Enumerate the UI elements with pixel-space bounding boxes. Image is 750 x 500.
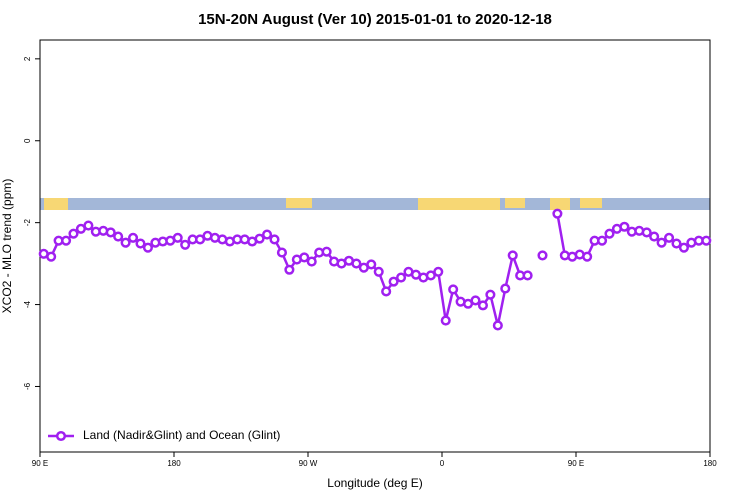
land-patch	[580, 198, 602, 208]
data-point	[83, 220, 94, 231]
x-tick-label: 0	[440, 459, 445, 468]
land-patch	[505, 198, 525, 208]
data-point	[306, 256, 317, 267]
ocean-band	[40, 198, 710, 210]
y-tick-label: -4	[23, 300, 32, 308]
data-point	[641, 227, 652, 238]
data-point	[671, 238, 682, 249]
data-point	[254, 233, 265, 244]
x-tick-label: 180	[167, 459, 181, 468]
land-patch	[286, 198, 312, 208]
plot-frame	[39, 39, 711, 453]
x-axis-label: Longitude (deg E)	[327, 476, 422, 490]
data-point	[537, 250, 548, 261]
y-tick-label: -6	[23, 382, 32, 390]
data-point	[105, 227, 116, 238]
data-point	[299, 252, 310, 263]
data-point	[373, 266, 384, 277]
x-tick-label: 180	[703, 459, 717, 468]
y-tick-label: 2	[23, 56, 32, 61]
data-point	[604, 228, 615, 239]
x-tick-label: 90 E	[32, 459, 48, 468]
data-point	[351, 258, 362, 269]
data-point	[366, 259, 377, 270]
data-point	[470, 295, 481, 306]
data-point	[135, 238, 146, 249]
data-point	[582, 251, 593, 262]
data-point	[552, 208, 563, 219]
data-point	[425, 270, 436, 281]
data-point	[262, 229, 273, 240]
data-point	[68, 228, 79, 239]
data-point	[485, 289, 496, 300]
data-point	[477, 300, 488, 311]
land-patch	[550, 198, 570, 210]
data-point	[701, 235, 712, 246]
land-ocean-band	[40, 198, 710, 210]
data-point	[522, 270, 533, 281]
data-point	[433, 266, 444, 277]
y-tick-label: -2	[23, 219, 32, 227]
data-point	[507, 250, 518, 261]
data-point	[195, 234, 206, 245]
data-point	[492, 320, 503, 331]
data-point	[388, 276, 399, 287]
data-point	[142, 242, 153, 253]
data-point	[649, 231, 660, 242]
data-point	[678, 242, 689, 253]
data-point	[381, 286, 392, 297]
data-point	[276, 247, 287, 258]
data-point	[120, 237, 131, 248]
data-point	[180, 239, 191, 250]
data-point	[396, 272, 407, 283]
data-point	[664, 232, 675, 243]
y-tick-label: 0	[23, 138, 32, 143]
chart-title: 15N-20N August (Ver 10) 2015-01-01 to 20…	[198, 11, 552, 28]
x-tick-label: 90 W	[299, 459, 318, 468]
data-point	[321, 246, 332, 257]
data-point	[440, 315, 451, 326]
data-point	[269, 234, 280, 245]
data-point	[619, 221, 630, 232]
data-point	[284, 264, 295, 275]
data-point	[500, 283, 511, 294]
data-point	[597, 235, 608, 246]
data-point	[448, 284, 459, 295]
legend-marker	[55, 430, 67, 442]
data-point	[46, 251, 57, 262]
data-point	[656, 237, 667, 248]
data-point	[128, 232, 139, 243]
x-tick-label: 90 E	[568, 459, 584, 468]
legend-label: Land (Nadir&Glint) and Ocean (Glint)	[83, 428, 280, 442]
land-patch	[44, 198, 68, 210]
land-patch	[418, 198, 500, 210]
data-point	[61, 235, 72, 246]
data-point	[172, 232, 183, 243]
data-point	[113, 231, 124, 242]
y-axis-label: XCO2 - MLO trend (ppm)	[0, 179, 14, 314]
